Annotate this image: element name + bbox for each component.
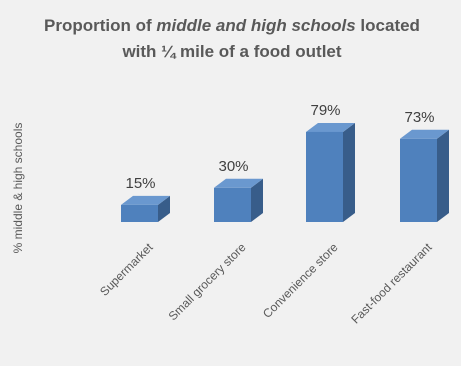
bar-side-3 [437,129,449,222]
category-label-0: Supermarket [97,240,156,299]
data-label-1: 30% [218,158,248,175]
category-label-2: Convenience store [260,240,341,321]
data-labels-group: 15% 30% 79% 73% [125,102,434,192]
y-axis-label: % middle & high schools [11,123,25,254]
bar-0 [121,195,170,222]
category-labels-group: Supermarket Small grocery store Convenienc… [97,240,435,327]
chart-title: Proportion of middle and high schools lo… [44,16,420,35]
bar-top-1 [214,178,263,188]
bar-side-1 [251,178,263,222]
bar-top-3 [400,129,449,139]
chart-title-part-2: located [356,16,420,35]
chart-title-part-0: Proportion of [44,16,156,35]
data-label-2: 79% [310,102,340,119]
bar-2 [306,122,355,222]
bar-front-3 [400,138,437,222]
category-label-3: Fast-food restaurant [348,240,435,327]
bar-top-0 [121,195,170,205]
bar-front-0 [121,204,158,222]
chart-title-part-1: middle and high schools [156,16,355,35]
chart-title-line-2: with ¼ mile of a food outlet [121,42,341,61]
bar-front-1 [214,187,251,222]
bar-3 [400,129,449,222]
bar-side-2 [343,122,355,222]
bar-side-0 [158,195,170,222]
bar-front-2 [306,131,343,222]
bar-1 [214,178,263,222]
bars-group [121,122,449,222]
data-label-3: 73% [404,109,434,126]
category-label-1: Small grocery store [166,240,249,323]
data-label-0: 15% [125,175,155,192]
bar-top-2 [306,122,355,132]
